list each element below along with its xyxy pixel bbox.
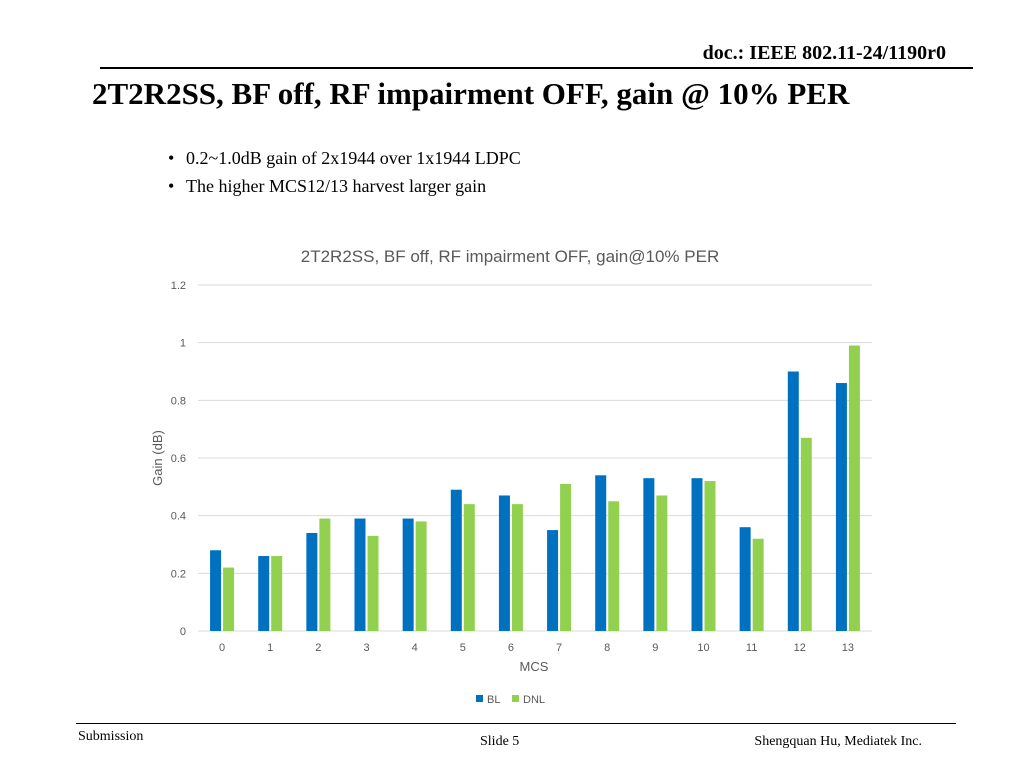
gain-chart: 2T2R2SS, BF off, RF impairment OFF, gain… bbox=[140, 235, 900, 725]
slide-title: 2T2R2SS, BF off, RF impairment OFF, gain… bbox=[92, 76, 850, 111]
legend-swatch-bl bbox=[476, 695, 483, 702]
bar-dnl bbox=[800, 437, 812, 631]
slide-number: Slide 5 bbox=[480, 734, 520, 749]
y-axis-ticks: 0 0.2 0.4 0.6 0.8 1 1.2 bbox=[171, 280, 186, 638]
chart-title: 2T2R2SS, BF off, RF impairment OFF, gain… bbox=[301, 247, 719, 266]
legend-swatch-dnl bbox=[512, 695, 519, 702]
bar-bl bbox=[835, 383, 847, 631]
bar-dnl bbox=[848, 345, 860, 631]
y-tick-label: 1.2 bbox=[171, 280, 186, 292]
x-tick-label: 9 bbox=[652, 642, 658, 654]
x-tick-label: 10 bbox=[697, 642, 709, 654]
x-tick-label: 1 bbox=[267, 642, 273, 654]
footer-author: Shengquan Hu, Mediatek Inc. bbox=[754, 734, 922, 749]
y-axis-label: Gain (dB) bbox=[150, 430, 165, 486]
x-axis-label: MCS bbox=[520, 659, 549, 674]
bar-dnl bbox=[560, 483, 572, 631]
bar-bl bbox=[547, 530, 559, 631]
y-tick-label: 0 bbox=[180, 626, 186, 638]
bar-dnl bbox=[223, 567, 235, 631]
legend-label: BL bbox=[487, 694, 500, 706]
y-tick-label: 0.4 bbox=[171, 511, 186, 523]
bar-bl bbox=[354, 518, 366, 631]
bar-bl bbox=[643, 478, 655, 631]
x-tick-label: 7 bbox=[556, 642, 562, 654]
x-tick-label: 12 bbox=[794, 642, 806, 654]
bar-dnl bbox=[463, 504, 475, 631]
y-tick-label: 0.2 bbox=[171, 568, 186, 580]
x-tick-label: 2 bbox=[315, 642, 321, 654]
header-divider bbox=[100, 67, 973, 69]
x-tick-label: 5 bbox=[460, 642, 466, 654]
bar-bl bbox=[739, 527, 751, 631]
bar-bl bbox=[498, 495, 510, 631]
bullet-item: 0.2~1.0dB gain of 2x1944 over 1x1944 LDP… bbox=[168, 144, 521, 172]
bar-bl bbox=[691, 478, 703, 631]
x-tick-label: 8 bbox=[604, 642, 610, 654]
bar-dnl bbox=[319, 518, 331, 631]
bar-dnl bbox=[608, 501, 620, 631]
x-tick-label: 13 bbox=[842, 642, 854, 654]
bar-bl bbox=[450, 489, 462, 631]
bar-bl bbox=[306, 532, 318, 631]
bars bbox=[210, 345, 860, 631]
bar-bl bbox=[787, 371, 799, 631]
x-tick-label: 0 bbox=[219, 642, 225, 654]
y-tick-label: 0.6 bbox=[171, 453, 186, 465]
bar-dnl bbox=[704, 481, 716, 631]
x-tick-label: 3 bbox=[363, 642, 369, 654]
doc-id: doc.: IEEE 802.11-24/1190r0 bbox=[702, 42, 946, 64]
bullet-list: 0.2~1.0dB gain of 2x1944 over 1x1944 LDP… bbox=[168, 144, 521, 200]
bar-dnl bbox=[511, 504, 523, 631]
footer-submission: Submission bbox=[78, 729, 144, 744]
chart-svg: 2T2R2SS, BF off, RF impairment OFF, gain… bbox=[150, 247, 872, 706]
bar-dnl bbox=[271, 556, 283, 631]
x-tick-label: 11 bbox=[746, 642, 757, 654]
bar-dnl bbox=[656, 495, 668, 631]
bar-dnl bbox=[415, 521, 427, 631]
bar-dnl bbox=[752, 538, 764, 631]
x-tick-label: 4 bbox=[412, 642, 418, 654]
gridlines bbox=[198, 284, 872, 632]
bar-bl bbox=[595, 475, 607, 631]
bar-bl bbox=[210, 550, 222, 631]
legend-label: DNL bbox=[523, 694, 545, 706]
bullet-item: The higher MCS12/13 harvest larger gain bbox=[168, 172, 521, 200]
x-axis-ticks: 0 1 2 3 4 5 6 7 8 9 10 11 12 13 bbox=[219, 642, 854, 654]
footer-divider bbox=[76, 723, 956, 724]
legend: BL DNL bbox=[476, 694, 545, 706]
bar-bl bbox=[402, 518, 414, 631]
y-tick-label: 1 bbox=[180, 338, 186, 350]
x-tick-label: 6 bbox=[508, 642, 514, 654]
bar-bl bbox=[258, 556, 270, 631]
bar-dnl bbox=[367, 535, 379, 631]
y-tick-label: 0.8 bbox=[171, 395, 186, 407]
